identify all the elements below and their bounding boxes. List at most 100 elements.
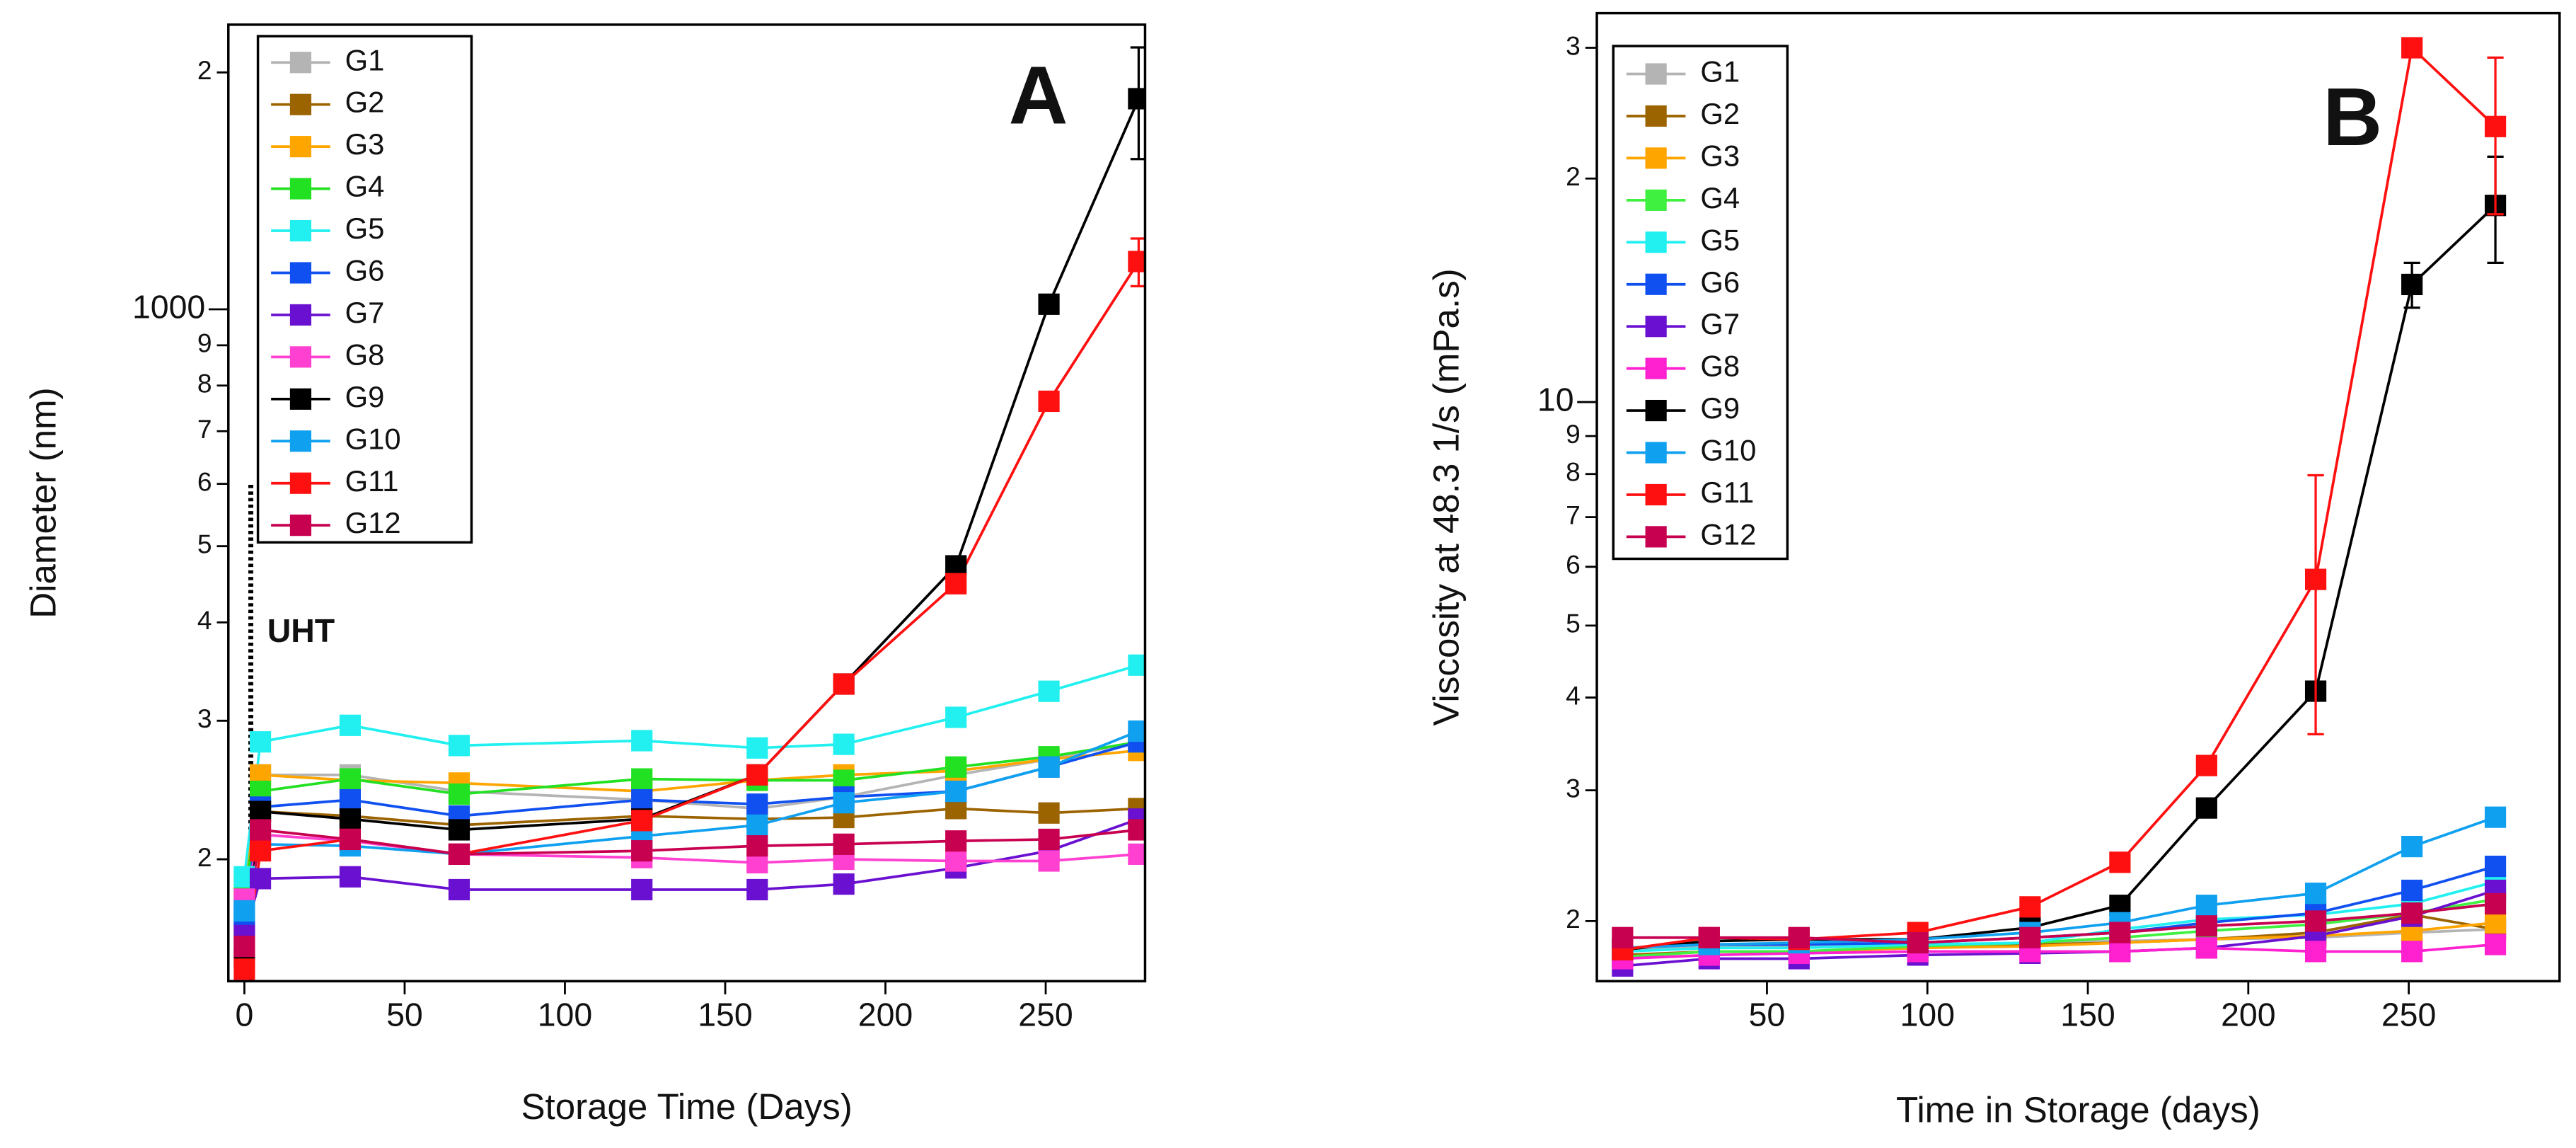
x-tick-label: 100 <box>1900 997 1954 1033</box>
legend-marker <box>289 93 312 115</box>
marker <box>448 843 470 865</box>
series-line <box>243 807 1139 926</box>
series-line <box>243 817 1140 936</box>
legend-label: G6 <box>345 254 385 287</box>
legend-label: G5 <box>1700 223 1740 256</box>
marker <box>2484 855 2507 878</box>
legend-box <box>256 35 473 544</box>
legend-label: G12 <box>1700 517 1756 551</box>
legend-marker <box>289 136 312 158</box>
series-line <box>243 833 1139 900</box>
marker <box>339 866 362 888</box>
legend-marker <box>289 388 312 410</box>
marker <box>945 850 967 872</box>
marker <box>2304 568 2327 590</box>
marker <box>249 731 272 753</box>
marker <box>1128 843 1145 865</box>
marker <box>233 900 255 922</box>
marker <box>945 573 967 595</box>
marker <box>1128 251 1145 272</box>
series-line <box>243 749 1139 886</box>
marker <box>2484 806 2507 828</box>
series-line <box>1622 943 2496 960</box>
legend-label: G7 <box>345 296 385 329</box>
marker <box>2109 851 2131 873</box>
legend-label: G3 <box>1700 139 1740 172</box>
marker <box>945 706 967 728</box>
marker <box>631 810 653 832</box>
legend-label: G8 <box>345 338 385 371</box>
legend-label: G3 <box>345 127 385 161</box>
y-tick-label: 6 <box>1566 550 1581 580</box>
legend-marker <box>289 430 312 452</box>
marker <box>1038 756 1060 778</box>
marker <box>339 714 362 736</box>
marker <box>1788 926 1810 948</box>
series-line <box>1622 815 2496 950</box>
marker <box>2401 941 2423 963</box>
x-tick-label: 150 <box>2060 997 2115 1033</box>
y-tick-label: 2 <box>197 55 212 85</box>
y-tick-label: 2 <box>1566 161 1581 191</box>
marker <box>1038 390 1060 413</box>
x-tick-label: 50 <box>1749 997 1786 1033</box>
legend-marker <box>1645 105 1667 127</box>
y-tick-label: 2 <box>1566 904 1581 934</box>
legend-label: G12 <box>345 506 401 539</box>
marker <box>1128 654 1145 676</box>
marker <box>1038 828 1060 851</box>
legend-marker <box>1645 273 1667 295</box>
legend-marker <box>1645 526 1667 548</box>
marker <box>746 737 768 759</box>
y-tick-label: 2 <box>197 842 212 872</box>
legend-label: G9 <box>345 380 385 413</box>
x-axis-label: Storage Time (Days) <box>521 1086 852 1127</box>
plot-frame <box>227 23 1147 983</box>
series-line <box>243 740 1139 896</box>
marker <box>2109 941 2131 963</box>
x-tick-label: 100 <box>538 997 592 1033</box>
marker <box>2195 915 2217 937</box>
marker <box>2304 883 2327 905</box>
marker <box>2109 922 2131 943</box>
legend-label: G6 <box>1700 265 1740 299</box>
legend-marker <box>1645 63 1667 85</box>
marker <box>2401 37 2423 59</box>
marker <box>448 735 470 757</box>
marker <box>2401 273 2423 296</box>
plot-area <box>233 46 1145 980</box>
marker <box>1038 293 1060 315</box>
marker <box>631 730 653 752</box>
legend-marker <box>1645 357 1667 379</box>
marker <box>746 764 768 786</box>
marker <box>1038 680 1060 702</box>
legend-box <box>1612 45 1789 561</box>
y-axis-label: Diameter (nm) <box>23 387 64 618</box>
y-tick-label: 5 <box>197 529 212 558</box>
y-tick-label: 3 <box>1566 773 1581 803</box>
marker <box>833 833 855 855</box>
legend-label: G1 <box>1700 55 1740 88</box>
legend-marker <box>289 346 312 368</box>
x-tick-label: 50 <box>386 997 423 1033</box>
marker <box>1128 88 1145 110</box>
marker <box>233 936 255 958</box>
marker <box>746 835 768 857</box>
marker <box>2401 902 2423 924</box>
legend-label: G1 <box>345 43 385 76</box>
legend-label: G2 <box>1700 97 1740 130</box>
marker <box>746 878 768 901</box>
legend-label: G10 <box>345 422 401 455</box>
marker <box>2019 896 2041 918</box>
marker <box>2019 926 2041 948</box>
y-tick-label: 4 <box>1566 680 1581 710</box>
marker <box>2484 115 2507 137</box>
marker <box>448 819 470 841</box>
legend-marker <box>1645 399 1667 422</box>
marker <box>249 819 272 841</box>
marker <box>833 673 855 695</box>
series-line <box>1622 897 2496 958</box>
y-tick-label: 8 <box>197 369 212 398</box>
legend-label: G4 <box>345 170 385 203</box>
